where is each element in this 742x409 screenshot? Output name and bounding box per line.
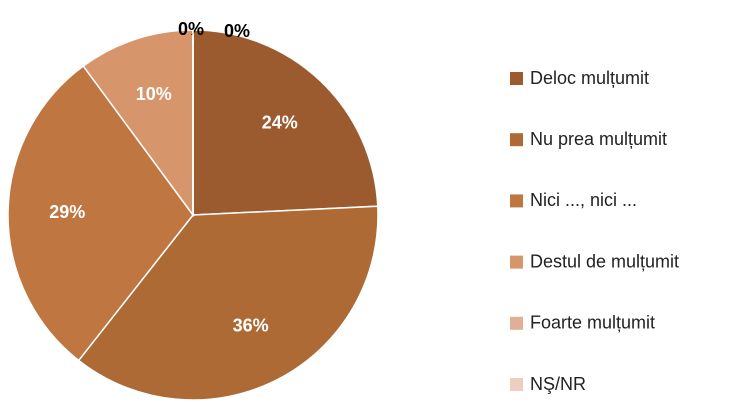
data-label: 36% — [233, 316, 269, 336]
data-label: 0% — [178, 19, 204, 39]
pie-slice — [192, 29, 379, 216]
data-label: 29% — [49, 202, 85, 222]
data-label: 10% — [136, 84, 172, 104]
legend-swatch — [510, 72, 523, 85]
legend-label: Nu prea mulțumit — [530, 129, 667, 149]
legend-label: NŞ/NR — [530, 374, 586, 394]
pie-slice — [82, 29, 194, 218]
legend-label: Foarte mulțumit — [530, 313, 655, 333]
legend-swatch — [510, 316, 523, 330]
legend-label: Deloc mulțumit — [530, 68, 649, 88]
legend-label: Nici ..., nici ... — [530, 190, 637, 210]
pie-slice — [77, 205, 379, 401]
legend-swatch — [510, 255, 523, 269]
legend-swatch — [510, 194, 523, 208]
legend-swatch — [510, 133, 523, 147]
legend-label: Destul de mulțumit — [530, 251, 679, 271]
legend-swatch — [510, 378, 523, 391]
pie-slice — [7, 64, 194, 362]
data-label: 0% — [224, 21, 250, 41]
data-label: 24% — [262, 113, 298, 133]
